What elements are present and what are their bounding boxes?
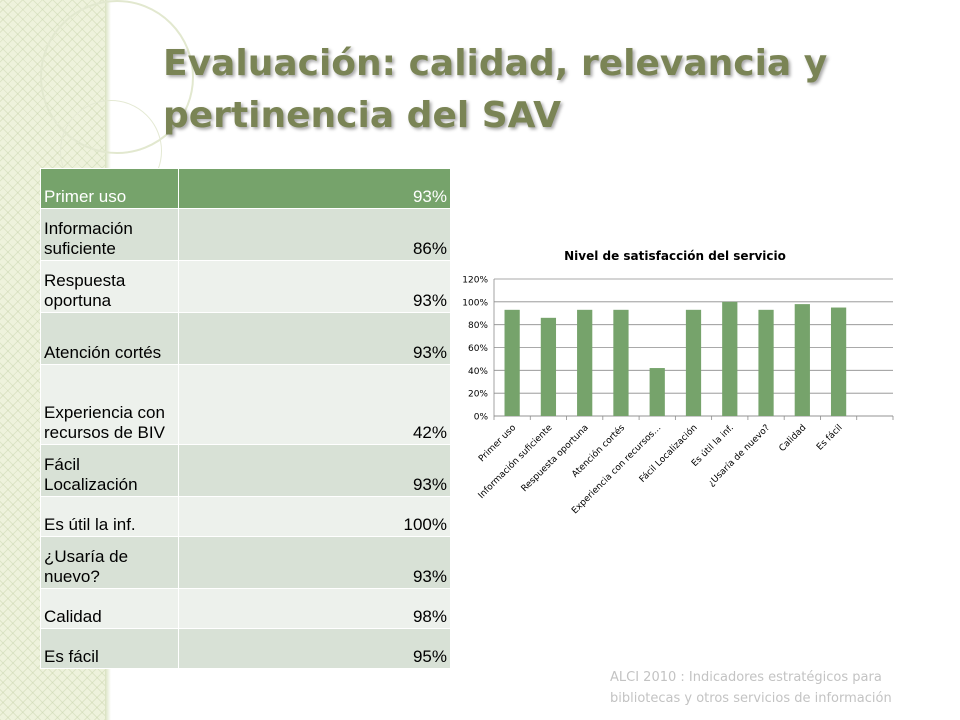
x-category-label: Información suficiente bbox=[476, 422, 555, 501]
y-tick-label: 100% bbox=[462, 298, 488, 308]
row-label: ¿Usaría de nuevo? bbox=[40, 536, 179, 589]
row-label: Calidad bbox=[40, 588, 179, 629]
row-value: 93% bbox=[178, 312, 451, 365]
row-value: 42% bbox=[178, 364, 451, 445]
bar bbox=[504, 309, 520, 416]
table-row: Experiencia con recursos de BIV 42% bbox=[40, 364, 451, 445]
satisfaction-bar-chart: Nivel de satisfacción del servicio 0% 20% 4… bbox=[462, 249, 894, 516]
row-value: 86% bbox=[178, 208, 451, 261]
table-row: Fácil Localización 93% bbox=[40, 444, 451, 497]
table-row: Atención cortés 93% bbox=[40, 312, 451, 365]
bar bbox=[794, 304, 810, 416]
bar bbox=[830, 307, 847, 416]
row-value: 93% bbox=[178, 168, 451, 209]
row-label: Fácil Localización bbox=[40, 444, 179, 497]
slide-title: Evaluación: calidad, relevancia y pertin… bbox=[163, 43, 828, 136]
row-label: Es útil la inf. bbox=[40, 496, 179, 537]
x-category-label: Calidad bbox=[778, 423, 809, 454]
x-category-label: Respuesta oportuna bbox=[520, 423, 591, 494]
row-label: Respuesta oportuna bbox=[40, 260, 179, 313]
row-value: 95% bbox=[178, 628, 451, 669]
row-label: Atención cortés bbox=[40, 312, 179, 365]
y-tick-label: 0% bbox=[474, 413, 489, 423]
bar bbox=[613, 309, 629, 416]
table-row: Información suficiente 86% bbox=[40, 208, 451, 261]
row-label: Primer uso bbox=[40, 168, 179, 209]
bar bbox=[722, 301, 738, 416]
table-row: Calidad 98% bbox=[40, 588, 451, 629]
row-value: 98% bbox=[178, 588, 451, 629]
y-tick-label: 40% bbox=[468, 367, 488, 377]
row-value: 93% bbox=[178, 444, 451, 497]
row-label: Información suficiente bbox=[40, 208, 179, 261]
satisfaction-table: Primer uso 93% Información suficiente 86% Re… bbox=[40, 168, 451, 669]
bar bbox=[649, 368, 665, 416]
y-tick-label: 120% bbox=[462, 276, 488, 286]
x-category-label: ¿Usaría de nuevo? bbox=[707, 423, 773, 489]
row-label: Es fácil bbox=[40, 628, 179, 669]
table-row: Respuesta oportuna 93% bbox=[40, 260, 451, 313]
table-row: ¿Usaría de nuevo? 93% bbox=[40, 536, 451, 589]
footer-text: ALCI 2010 : Indicadores estratégicos par… bbox=[610, 670, 892, 706]
chart-title: Nivel de satisfacción del servicio bbox=[564, 249, 786, 263]
row-value: 93% bbox=[178, 536, 451, 589]
row-value: 100% bbox=[178, 496, 451, 537]
row-value: 93% bbox=[178, 260, 451, 313]
table-row: Es útil la inf. 100% bbox=[40, 496, 451, 537]
bar bbox=[758, 309, 774, 416]
table-row: Es fácil 95% bbox=[40, 628, 451, 669]
bar bbox=[685, 309, 702, 416]
bar bbox=[577, 309, 593, 416]
bar bbox=[540, 317, 557, 416]
table-row: Primer uso 93% bbox=[40, 168, 451, 209]
y-tick-label: 80% bbox=[468, 321, 488, 331]
y-tick-label: 20% bbox=[468, 390, 488, 400]
x-category-label: Es fácil bbox=[815, 423, 845, 453]
y-tick-label: 60% bbox=[468, 344, 488, 354]
row-label: Experiencia con recursos de BIV bbox=[40, 364, 179, 445]
